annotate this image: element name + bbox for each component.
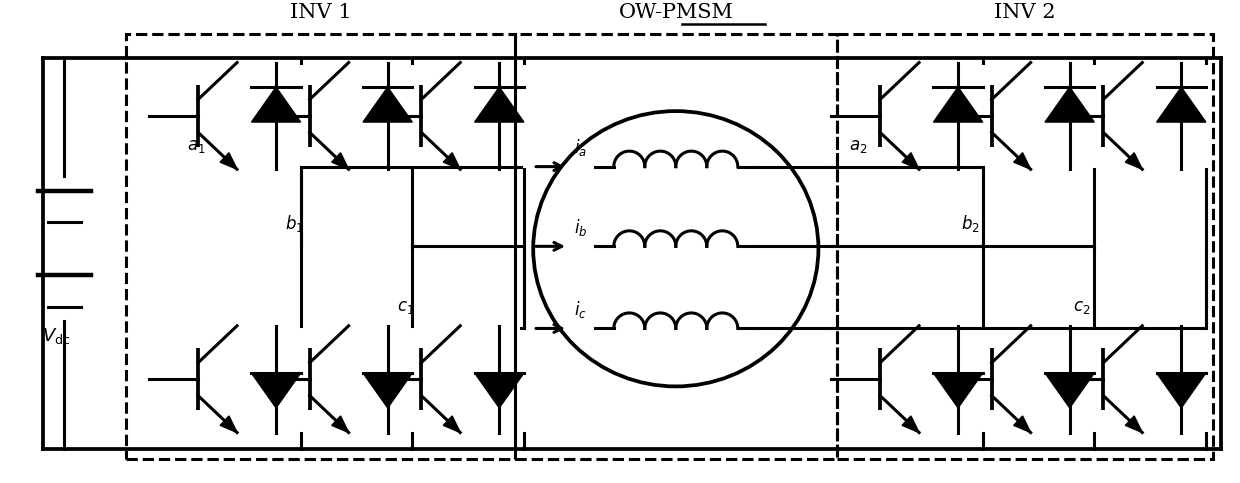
Polygon shape	[443, 416, 460, 433]
Text: $b_1$: $b_1$	[285, 213, 304, 234]
Text: $b_2$: $b_2$	[961, 213, 980, 234]
Polygon shape	[219, 416, 237, 433]
Polygon shape	[252, 373, 300, 408]
Polygon shape	[901, 416, 919, 433]
Text: $c_1$: $c_1$	[397, 299, 414, 316]
Text: $a_1$: $a_1$	[187, 138, 206, 155]
Polygon shape	[1013, 153, 1030, 170]
Polygon shape	[219, 153, 237, 170]
Text: $i_a$: $i_a$	[574, 137, 587, 158]
Text: $V_{\rm dc}$: $V_{\rm dc}$	[41, 326, 69, 346]
Polygon shape	[331, 153, 348, 170]
Text: $i_c$: $i_c$	[574, 299, 587, 320]
Text: $a_2$: $a_2$	[849, 138, 868, 155]
Polygon shape	[443, 153, 460, 170]
Polygon shape	[363, 373, 412, 408]
Polygon shape	[1013, 416, 1030, 433]
Polygon shape	[1157, 87, 1205, 122]
Text: $i_b$: $i_b$	[574, 217, 588, 238]
Polygon shape	[1157, 373, 1205, 408]
Polygon shape	[1045, 373, 1094, 408]
Polygon shape	[1045, 87, 1094, 122]
Text: INV 1: INV 1	[290, 3, 351, 22]
Polygon shape	[363, 87, 412, 122]
Polygon shape	[901, 153, 919, 170]
Polygon shape	[1125, 153, 1142, 170]
Polygon shape	[475, 87, 523, 122]
Polygon shape	[1125, 416, 1142, 433]
Polygon shape	[252, 87, 300, 122]
Polygon shape	[331, 416, 348, 433]
Text: INV 2: INV 2	[994, 3, 1055, 22]
Polygon shape	[475, 373, 523, 408]
Text: OW-PMSM: OW-PMSM	[619, 3, 733, 22]
Polygon shape	[934, 373, 982, 408]
Text: $c_2$: $c_2$	[1073, 299, 1090, 316]
Polygon shape	[934, 87, 982, 122]
